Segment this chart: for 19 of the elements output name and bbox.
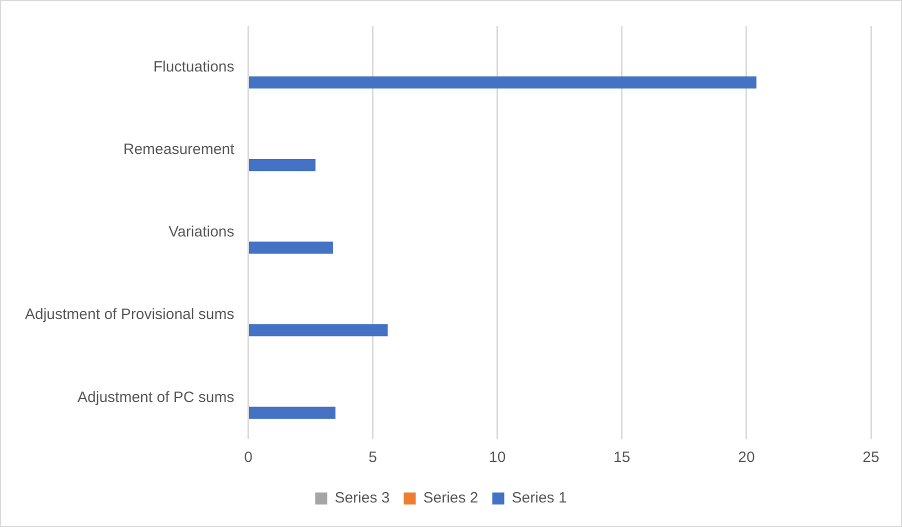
bar <box>249 76 756 88</box>
legend-label: Series 2 <box>423 490 478 507</box>
y-tick-label: Variations <box>168 224 234 241</box>
x-tick-label: 5 <box>368 449 377 466</box>
bar <box>249 324 388 336</box>
y-tick-label: Adjustment of Provisional sums <box>24 306 234 324</box>
legend-label: Series 1 <box>512 490 567 507</box>
bar <box>249 242 333 254</box>
bar <box>249 158 316 172</box>
legend-label: Series 3 <box>334 490 390 507</box>
x-tick-label: 20 <box>738 449 755 466</box>
y-tick-label: Adjustment of PC sums <box>78 388 234 406</box>
bar <box>249 406 336 419</box>
y-tick-label: Fluctuations <box>153 58 234 76</box>
x-tick-label: 0 <box>244 449 252 466</box>
x-tick-label: 25 <box>862 449 880 466</box>
x-tick-label: 10 <box>489 449 506 466</box>
x-tick-label: 15 <box>614 449 630 466</box>
y-tick-label: Remeasurement <box>123 141 236 158</box>
